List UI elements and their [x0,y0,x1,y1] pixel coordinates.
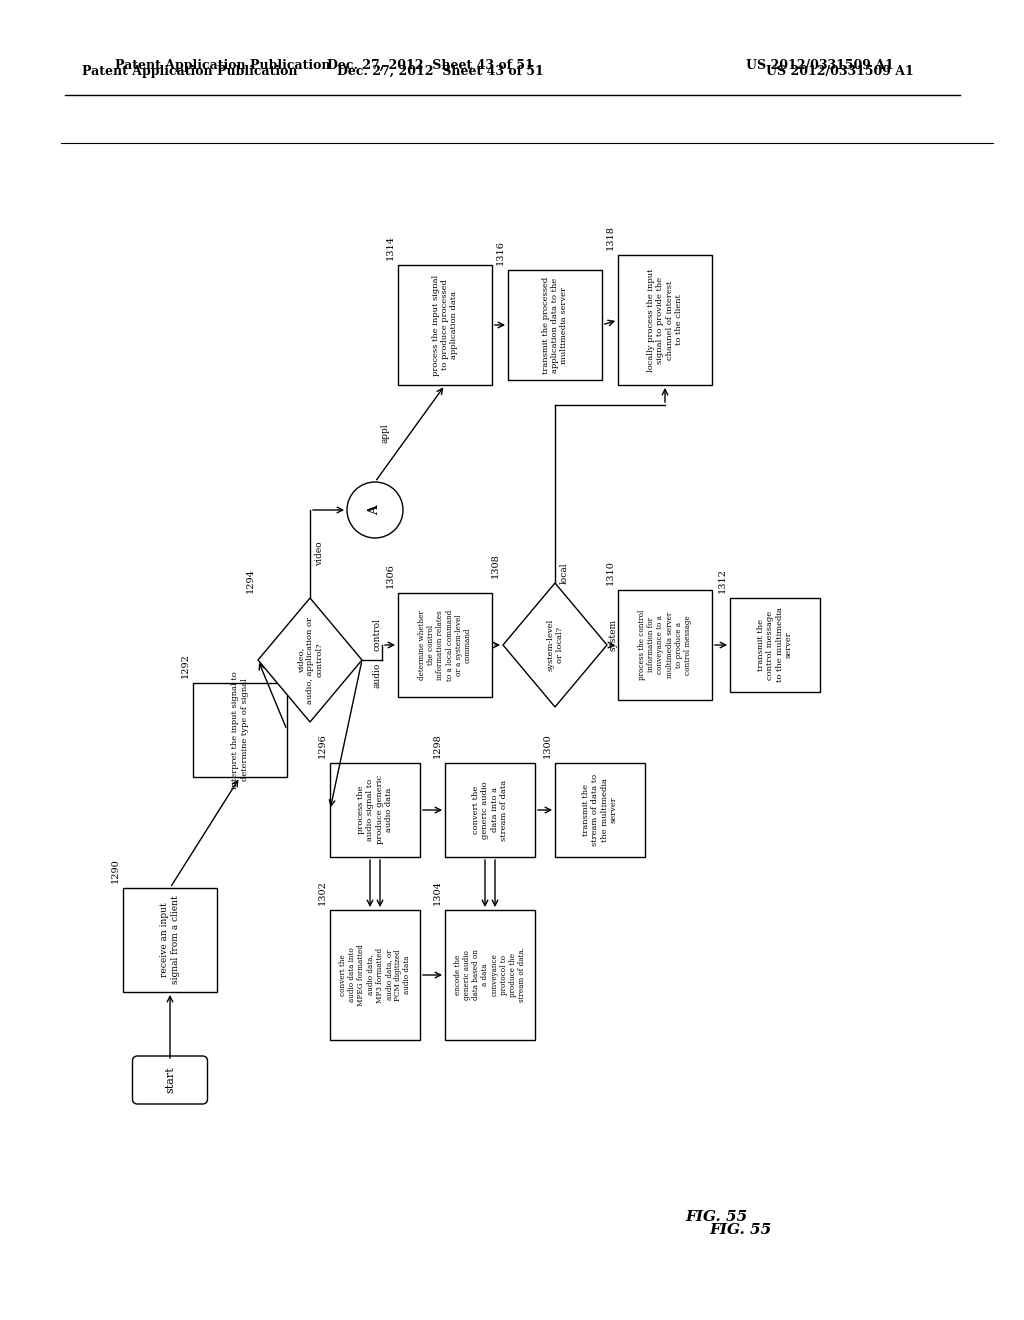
Text: process the
audio signal to
produce generic
audio data: process the audio signal to produce gene… [357,776,393,845]
Text: video,
audio, application or
control?: video, audio, application or control? [297,616,324,704]
FancyBboxPatch shape [555,763,645,857]
FancyBboxPatch shape [330,763,420,857]
Text: 1292: 1292 [181,653,190,678]
Text: 1294: 1294 [246,568,255,593]
Text: Dec. 27, 2012  Sheet 43 of 51: Dec. 27, 2012 Sheet 43 of 51 [337,65,544,78]
Text: FIG. 55: FIG. 55 [709,1224,771,1237]
Text: interpret the input signal to
determine type of signal: interpret the input signal to determine … [231,671,249,789]
FancyBboxPatch shape [398,265,492,385]
Text: receive an input
signal from a client: receive an input signal from a client [161,896,179,985]
Text: process the input signal
to produce processed
application data: process the input signal to produce proc… [432,275,458,376]
Text: 1304: 1304 [433,880,442,906]
FancyBboxPatch shape [508,271,602,380]
FancyBboxPatch shape [123,888,217,993]
Text: locally process the input
signal to provide the
channel of interest
to the clien: locally process the input signal to prov… [647,268,683,372]
Text: encode the
generic audio
data based on
a data
conveyance
protocol to
produce the: encode the generic audio data based on a… [454,948,526,1002]
Text: 1306: 1306 [386,564,395,587]
Text: system: system [608,619,617,651]
Text: 1314: 1314 [386,235,395,260]
FancyBboxPatch shape [132,1056,208,1104]
Text: A: A [369,506,382,515]
Text: 1290: 1290 [111,858,120,883]
Text: 1318: 1318 [606,226,615,249]
FancyBboxPatch shape [618,590,712,700]
Text: convert the
generic audio
data into a
stream of data: convert the generic audio data into a st… [472,779,508,841]
FancyBboxPatch shape [193,682,287,777]
FancyBboxPatch shape [398,593,492,697]
Text: Dec. 27, 2012  Sheet 43 of 51: Dec. 27, 2012 Sheet 43 of 51 [327,58,534,71]
Text: 1298: 1298 [433,733,442,758]
Text: US 2012/0331509 A1: US 2012/0331509 A1 [746,58,894,71]
FancyBboxPatch shape [330,909,420,1040]
Text: Patent Application Publication: Patent Application Publication [115,58,331,71]
FancyBboxPatch shape [618,255,712,385]
Text: 1312: 1312 [718,568,727,593]
Text: process the control
information for
conveyance to a
multimedia server
to produce: process the control information for conv… [638,610,692,680]
Text: 1296: 1296 [318,733,327,758]
Text: transmit the
stream of data to
the multimedia
server: transmit the stream of data to the multi… [583,774,617,846]
Text: 1300: 1300 [543,733,552,758]
Text: convert the
audio data into
MPEG formatted
audio data,
MP3 formatted
audio data,: convert the audio data into MPEG formatt… [339,944,412,1006]
Text: system-level
or local?: system-level or local? [547,619,563,671]
FancyBboxPatch shape [445,909,535,1040]
Text: 1308: 1308 [490,553,500,578]
Text: 1302: 1302 [318,880,327,906]
Text: 1316: 1316 [496,240,505,265]
Text: audio: audio [372,663,381,688]
Text: transmit the processed
application data to the
multimedia server: transmit the processed application data … [542,276,568,374]
Circle shape [347,482,403,539]
FancyBboxPatch shape [730,598,820,692]
Text: FIG. 55: FIG. 55 [686,1210,748,1224]
FancyBboxPatch shape [445,763,535,857]
Text: video: video [315,541,324,566]
Text: local: local [560,562,569,583]
Text: transmit the
control message
to the multimedia
server: transmit the control message to the mult… [757,607,793,682]
Text: start: start [165,1067,175,1093]
Text: US 2012/0331509 A1: US 2012/0331509 A1 [766,65,913,78]
Text: Patent Application Publication: Patent Application Publication [82,65,297,78]
Text: 1310: 1310 [606,560,615,585]
Text: determine whether
the control
information relates
to a local command
or a system: determine whether the control informatio… [418,610,472,681]
Polygon shape [503,583,607,708]
Text: control: control [372,619,381,652]
Polygon shape [258,598,362,722]
Text: appl: appl [380,424,389,444]
